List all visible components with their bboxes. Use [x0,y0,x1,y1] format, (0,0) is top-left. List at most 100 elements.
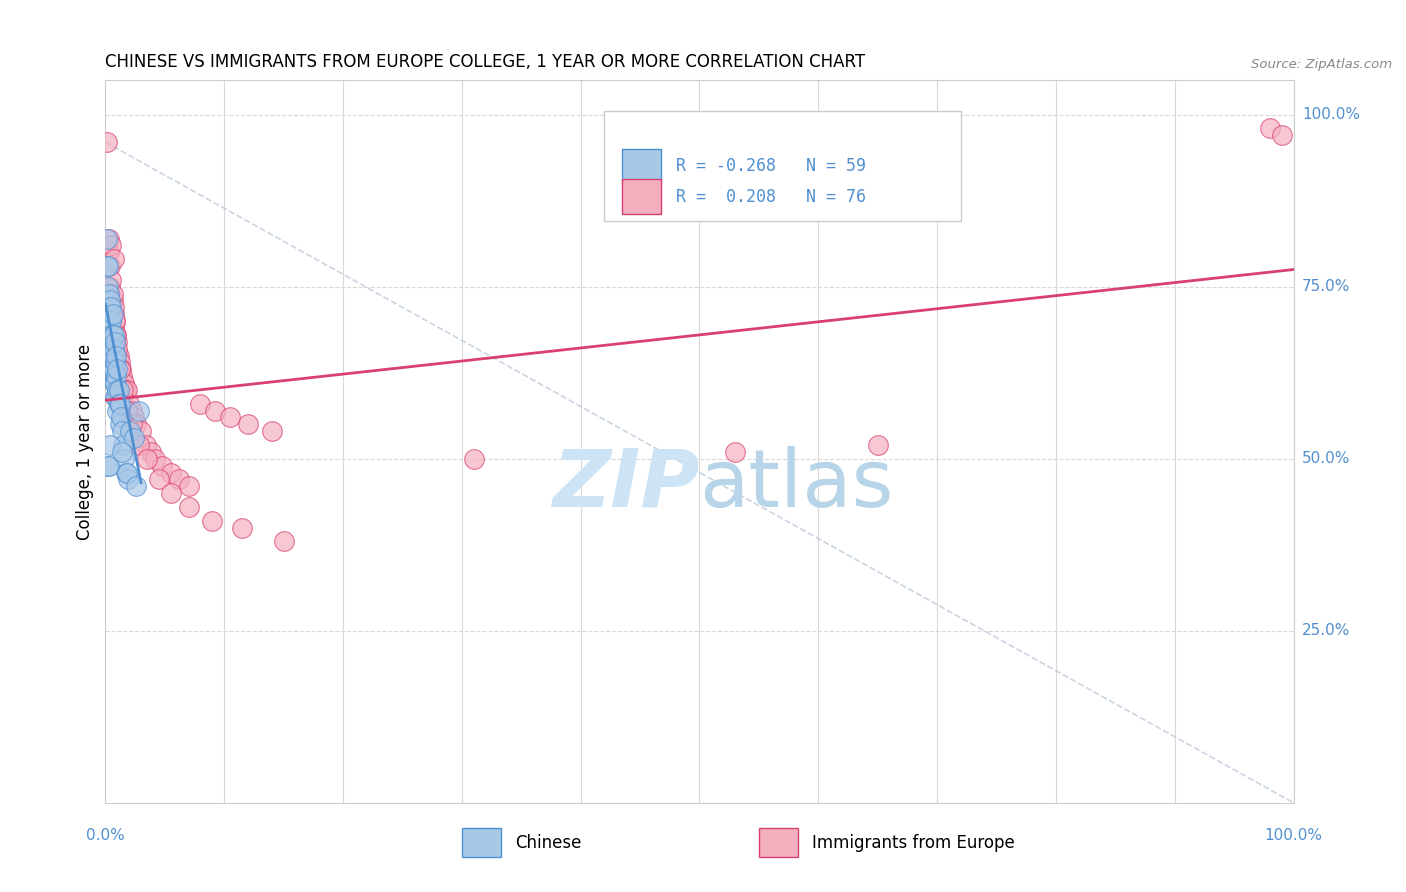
Point [128,438,150,452]
Point [111,445,134,459]
Point [98,307,121,321]
Text: R = -0.268   N = 59: R = -0.268 N = 59 [676,157,866,175]
Text: Immigrants from Europe: Immigrants from Europe [813,833,1015,852]
Point [115,466,138,480]
Point [121,417,143,432]
Point [98,327,121,342]
Point [117,472,139,486]
Point [152,458,174,473]
Point [260,424,283,438]
Point [105,334,128,349]
Point [98,458,121,473]
Point [100,301,122,315]
Point [97,259,120,273]
Point [100,327,122,342]
Point [103,327,125,342]
Y-axis label: College, 1 year or more: College, 1 year or more [76,343,94,540]
Point [159,466,181,480]
Point [105,349,128,363]
Point [114,466,136,480]
Point [101,307,124,321]
Point [97,245,120,260]
Point [98,279,121,293]
Point [115,383,138,397]
Point [125,417,148,432]
Point [167,472,190,486]
Point [98,293,121,308]
Point [98,314,121,328]
Point [1271,128,1294,143]
Point [1258,121,1281,136]
Point [121,403,143,417]
Text: atlas: atlas [700,446,894,524]
Point [105,327,128,342]
Point [866,438,889,452]
Point [139,445,162,459]
Point [100,314,122,328]
Point [112,438,135,452]
Point [110,362,132,376]
Point [101,362,124,376]
Point [103,362,125,376]
Point [104,314,127,328]
Point [273,534,295,549]
Point [107,397,129,411]
Point [104,327,127,342]
Point [105,390,128,404]
Point [143,451,166,466]
Point [105,349,128,363]
Point [98,231,121,245]
Point [105,342,128,356]
Text: Source: ZipAtlas.com: Source: ZipAtlas.com [1251,58,1392,71]
Point [100,238,122,252]
Point [98,286,121,301]
Point [107,349,129,363]
Point [118,397,141,411]
Point [135,438,157,452]
Point [105,403,128,417]
Text: 100.0%: 100.0% [1264,828,1323,843]
Point [103,301,125,315]
Text: 75.0%: 75.0% [1302,279,1350,294]
Point [101,349,124,363]
Point [111,369,134,384]
FancyBboxPatch shape [623,149,661,183]
Text: 0.0%: 0.0% [86,828,125,843]
Text: Chinese: Chinese [516,833,582,852]
Point [98,286,121,301]
FancyBboxPatch shape [759,828,799,857]
Point [101,293,124,308]
Point [159,486,181,500]
Point [114,376,136,390]
Point [100,273,122,287]
Point [100,362,122,376]
Point [103,334,125,349]
Text: 50.0%: 50.0% [1302,451,1350,467]
Point [104,334,127,349]
Point [110,410,132,425]
Point [101,307,124,321]
Point [97,327,120,342]
Text: CHINESE VS IMMIGRANTS FROM EUROPE COLLEGE, 1 YEAR OR MORE CORRELATION CHART: CHINESE VS IMMIGRANTS FROM EUROPE COLLEG… [105,54,866,71]
Point [136,451,159,466]
Text: ZIP: ZIP [553,446,700,524]
Point [103,342,125,356]
Point [111,424,134,438]
Point [100,314,122,328]
Point [105,369,128,384]
Point [128,403,150,417]
Point [100,301,122,315]
Point [103,252,125,267]
Point [190,397,212,411]
Point [236,417,259,432]
Point [104,355,127,369]
Point [105,342,128,356]
Point [122,431,145,445]
Point [105,383,128,397]
FancyBboxPatch shape [461,828,501,857]
Point [96,231,118,245]
Point [105,362,128,376]
Point [104,390,127,404]
Point [108,355,131,369]
Point [107,383,129,397]
